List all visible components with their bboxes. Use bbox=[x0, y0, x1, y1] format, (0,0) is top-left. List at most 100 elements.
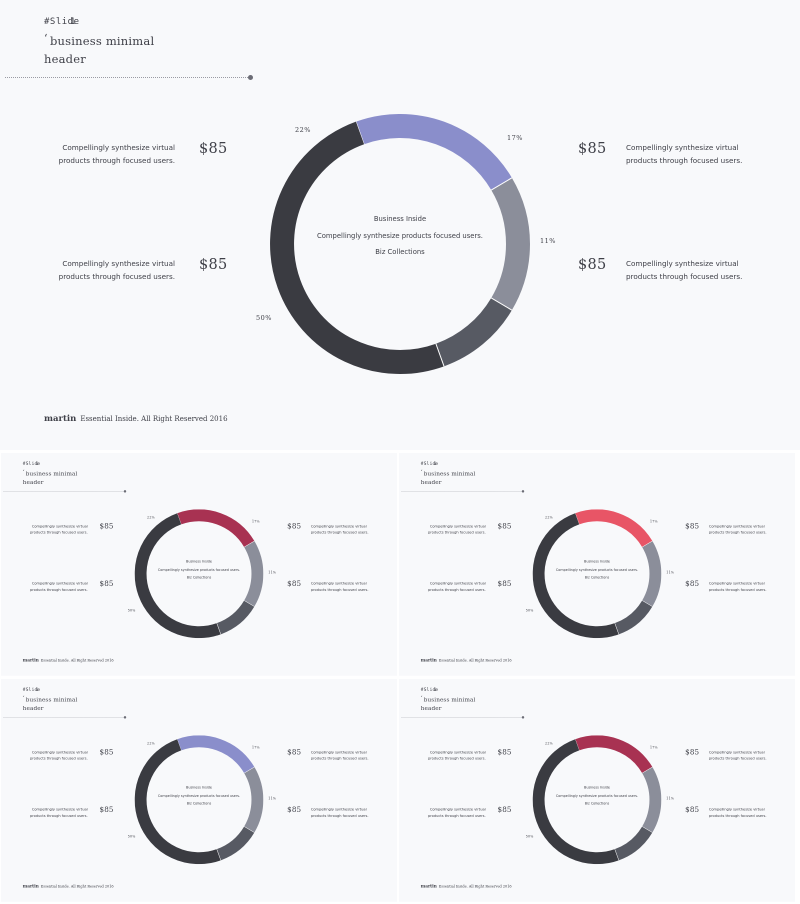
price-top-left: $85 bbox=[99, 748, 114, 757]
item-text-top-left: Compellingly synthesize virtual products … bbox=[428, 749, 486, 761]
item-text-bottom-left: Compellingly synthesize virtual products … bbox=[428, 807, 486, 818]
slide-label: #Slide bbox=[22, 461, 41, 467]
donut-separator bbox=[244, 826, 255, 833]
price-bottom-right: $85 bbox=[287, 580, 302, 589]
slide-thumbnail-2[interactable]: #Slide 1 ‘ business minimal header Compe… bbox=[399, 453, 795, 676]
footer: martin Essential Inside. All Right Reserv… bbox=[421, 658, 512, 663]
item-text-top-right: Compellingly synthesize virtual products … bbox=[708, 749, 767, 761]
center-caption: Biz Collections bbox=[186, 575, 212, 580]
item-text-top-left: Compellingly synthesize virtual products … bbox=[58, 143, 175, 165]
title-tick-mark: ‘ bbox=[44, 32, 48, 45]
donut-segment-2 bbox=[244, 767, 264, 833]
donut-segment-3 bbox=[216, 826, 255, 861]
item-text-top-left: Compellingly synthesize virtual products … bbox=[30, 523, 88, 535]
slide-thumbnail-3[interactable]: #Slide 1 ‘ business minimal header Compe… bbox=[1, 679, 397, 902]
slide-thumbnail-4[interactable]: #Slide 1 ‘ business minimal header Compe… bbox=[399, 679, 795, 902]
price-top-right: $85 bbox=[685, 522, 700, 531]
item-text-top-right: Compellingly synthesize virtual products … bbox=[310, 749, 369, 761]
center-text: Business Inside Compellingly synthesize … bbox=[548, 783, 647, 808]
center-text: Business Inside Compellingly synthesize … bbox=[300, 211, 500, 261]
center-description: Compellingly synthesize products focused… bbox=[317, 231, 483, 240]
donut-separator bbox=[244, 540, 255, 548]
price-top-right: $85 bbox=[287, 522, 302, 531]
donut-segment-2 bbox=[642, 541, 662, 607]
pct-label-2: 17% bbox=[507, 134, 523, 142]
pct-label-4: 50% bbox=[525, 608, 534, 613]
price-bottom-left: $85 bbox=[199, 257, 228, 273]
pct-label-2: 17% bbox=[251, 519, 260, 524]
footer-copyright: Essential Inside. All Right Reserved 201… bbox=[438, 884, 512, 889]
donut-chart bbox=[532, 735, 662, 865]
title-tick-mark: ‘ bbox=[22, 694, 25, 702]
pct-label-3: 11% bbox=[540, 237, 556, 245]
center-caption: Biz Collections bbox=[375, 248, 425, 256]
pct-label-4: 50% bbox=[256, 314, 272, 322]
footer: martin Essential Inside. All Right Reserv… bbox=[23, 658, 114, 663]
donut-segment-1 bbox=[355, 114, 512, 191]
donut-separator bbox=[642, 826, 653, 833]
center-caption: Biz Collections bbox=[584, 575, 610, 580]
item-text-bottom-left: Compellingly synthesize virtual products … bbox=[30, 581, 88, 592]
pct-label-4: 50% bbox=[525, 834, 534, 839]
center-heading: Business Inside bbox=[186, 785, 212, 790]
price-top-left: $85 bbox=[497, 748, 512, 757]
pct-label-4: 50% bbox=[127, 834, 136, 839]
center-description: Compellingly synthesize products focused… bbox=[555, 793, 639, 798]
donut-separator bbox=[490, 297, 513, 311]
center-description: Compellingly synthesize products focused… bbox=[157, 793, 241, 798]
pct-label-1: 22% bbox=[545, 741, 553, 746]
header-divider bbox=[5, 77, 250, 78]
donut-segment-1 bbox=[177, 735, 255, 774]
slide-title: business minimal bbox=[50, 34, 155, 48]
price-top-left: $85 bbox=[497, 522, 512, 531]
center-text: Business Inside Compellingly synthesize … bbox=[150, 783, 249, 808]
slide-thumbnail-1[interactable]: #Slide 1 ‘ business minimal header Compe… bbox=[1, 453, 397, 676]
item-text-bottom-right: Compellingly synthesize virtual products … bbox=[310, 581, 369, 592]
pct-label-3: 11% bbox=[268, 570, 277, 575]
footer-brand: martin bbox=[44, 414, 77, 424]
price-bottom-right: $85 bbox=[685, 580, 700, 589]
item-text-top-left: Compellingly synthesize virtual products … bbox=[30, 749, 88, 761]
price-bottom-right: $85 bbox=[287, 806, 302, 815]
slide-subtitle: header bbox=[420, 478, 442, 486]
footer: martin Essential Inside. All Right Reserv… bbox=[23, 884, 114, 889]
slide-title: business minimal bbox=[25, 469, 78, 477]
donut-separator bbox=[614, 849, 620, 861]
price-top-left: $85 bbox=[199, 141, 228, 157]
pct-label-3: 11% bbox=[268, 796, 277, 801]
donut-separator bbox=[244, 600, 255, 607]
footer-copyright: Essential Inside. All Right Reserved 201… bbox=[40, 884, 114, 889]
footer-brand: martin bbox=[22, 883, 39, 889]
item-text-top-left: Compellingly synthesize virtual products … bbox=[428, 523, 486, 535]
center-heading: Business Inside bbox=[373, 215, 427, 223]
pct-label-1: 22% bbox=[295, 126, 311, 134]
donut-separator bbox=[216, 849, 222, 861]
slide-subtitle: header bbox=[22, 478, 44, 486]
donut-chart bbox=[532, 509, 662, 639]
price-bottom-left: $85 bbox=[497, 806, 512, 815]
donut-separator bbox=[642, 600, 653, 607]
divider-dot bbox=[521, 490, 525, 493]
item-text-bottom-right: Compellingly synthesize virtual products … bbox=[626, 259, 743, 281]
donut-segment-3 bbox=[216, 600, 255, 635]
donut-separator bbox=[614, 623, 620, 635]
footer: martin Essential Inside. All Right Reserv… bbox=[421, 884, 512, 889]
donut-separator bbox=[244, 766, 255, 774]
item-text-top-right: Compellingly synthesize virtual products … bbox=[310, 523, 369, 535]
price-top-right: $85 bbox=[685, 748, 700, 757]
donut-segment-2 bbox=[642, 767, 662, 833]
slide-preview-main[interactable]: #Slide 1 ‘ business minimal header Compe… bbox=[0, 0, 800, 450]
price-bottom-right: $85 bbox=[685, 806, 700, 815]
slide-subtitle: header bbox=[44, 52, 86, 66]
donut-segment-4 bbox=[134, 739, 221, 865]
footer-brand: martin bbox=[420, 657, 437, 663]
price-top-left: $85 bbox=[99, 522, 114, 531]
donut-segment-4 bbox=[532, 513, 619, 639]
center-heading: Business Inside bbox=[584, 559, 610, 564]
donut-segment-3 bbox=[614, 600, 653, 635]
footer: martin Essential Inside. All Right Reserv… bbox=[44, 414, 228, 424]
footer-copyright: Essential Inside. All Right Reserved 201… bbox=[438, 658, 512, 663]
center-caption: Biz Collections bbox=[584, 801, 610, 806]
center-description: Compellingly synthesize products focused… bbox=[157, 567, 241, 572]
